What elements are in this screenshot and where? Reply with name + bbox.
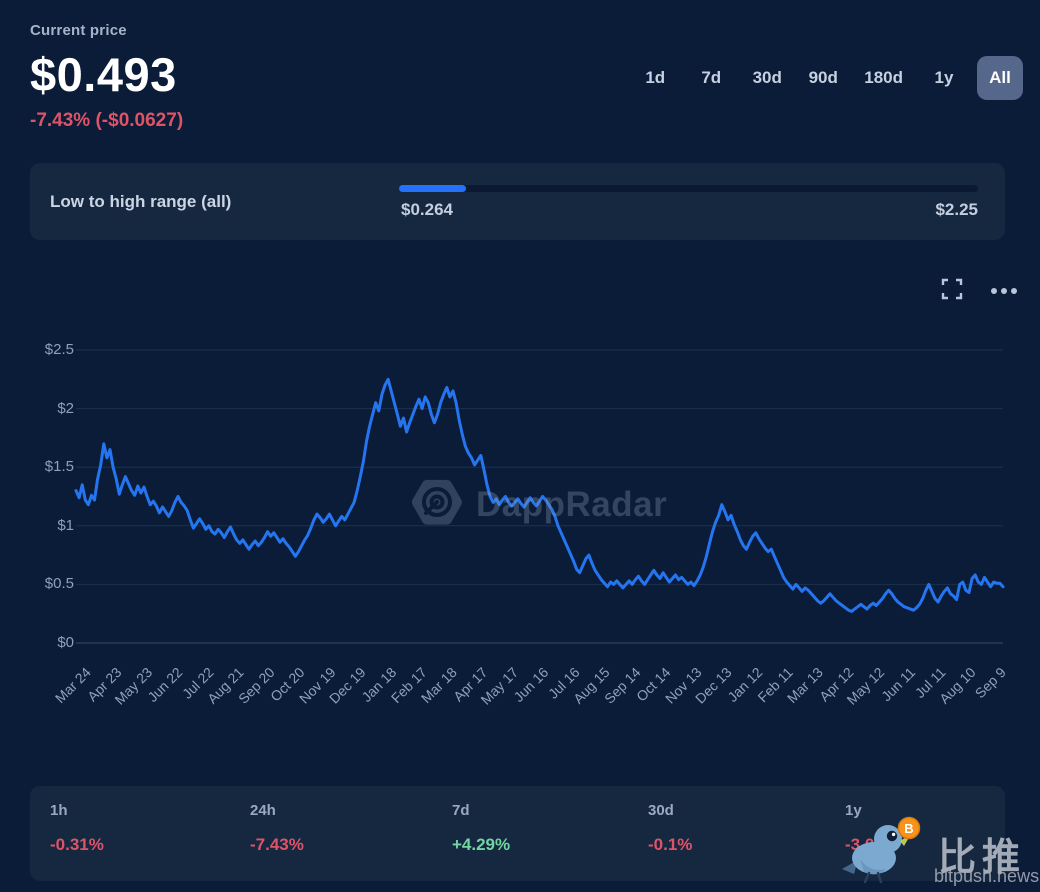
x-axis-label-sep-14: Sep 14 bbox=[600, 664, 644, 707]
range-slider-fill bbox=[399, 185, 466, 192]
x-axis-label-feb-17: Feb 17 bbox=[387, 664, 430, 707]
current-price-value: $0.493 bbox=[30, 48, 177, 101]
x-axis-label-feb-11: Feb 11 bbox=[754, 664, 796, 706]
range-slider-track bbox=[399, 185, 978, 192]
stat-label-1y: 1y bbox=[845, 802, 862, 819]
stat-value-1h: -0.31% bbox=[50, 835, 104, 854]
fullscreen-button[interactable] bbox=[941, 278, 963, 303]
x-axis-label-may-12: May 12 bbox=[843, 664, 888, 708]
x-axis-label-sep-9: Sep 9 bbox=[972, 664, 1010, 702]
x-axis-label-nov-19: Nov 19 bbox=[295, 664, 339, 707]
y-axis-label-$0: $0 bbox=[57, 634, 74, 651]
range-panel-label: Low to high range (all) bbox=[50, 191, 232, 211]
x-axis-label-nov-13: Nov 13 bbox=[661, 664, 705, 707]
timeframe-button-1d[interactable]: 1d bbox=[632, 56, 678, 100]
y-axis-label-$2.5: $2.5 bbox=[44, 341, 74, 358]
x-axis-label-jun-22: Jun 22 bbox=[144, 664, 186, 706]
y-axis-label-$2: $2 bbox=[57, 399, 74, 417]
x-axis-label-mar-13: Mar 13 bbox=[784, 664, 827, 707]
y-axis-label-$0.5: $0.5 bbox=[44, 575, 74, 593]
stat-value-30d: -0.1% bbox=[648, 835, 693, 854]
x-axis-label-apr-17: Apr 17 bbox=[450, 664, 491, 705]
stat-label-7d: 7d bbox=[452, 802, 470, 819]
price-change-stats-panel: 1h -0.31% 24h -7.43% 7d +4.29% 30d -0.1% 1y -3.04… bbox=[30, 786, 1005, 881]
x-axis-label-aug-10: Aug 10 bbox=[936, 664, 979, 707]
current-price-label: Current price bbox=[30, 22, 127, 39]
x-axis-label-jun-16: Jun 16 bbox=[510, 664, 552, 706]
current-price-change: -7.43% (-$0.0627) bbox=[30, 110, 184, 131]
x-axis-label-mar-24: Mar 24 bbox=[52, 664, 95, 707]
x-axis-label-jul-16: Jul 16 bbox=[544, 664, 583, 702]
low-high-range-panel: Low to high range (all) $0.264 $2.25 bbox=[30, 163, 1005, 240]
chart-toolbar bbox=[941, 278, 1018, 303]
stat-7d: 7d +4.29% bbox=[452, 802, 510, 855]
timeframe-button-1y[interactable]: 1y bbox=[921, 56, 967, 100]
stat-value-1y: -3.04% bbox=[845, 835, 899, 854]
x-axis-label-jun-11: Jun 11 bbox=[877, 664, 918, 705]
x-axis-label-apr-23: Apr 23 bbox=[84, 664, 125, 705]
timeframe-button-180d[interactable]: 180d bbox=[856, 56, 911, 100]
x-axis-label-jan-18: Jan 18 bbox=[358, 664, 400, 706]
x-axis-label-aug-15: Aug 15 bbox=[570, 664, 613, 707]
stat-value-7d: +4.29% bbox=[452, 835, 511, 854]
more-options-button[interactable] bbox=[990, 283, 1018, 298]
y-axis-label-$1.5: $1.5 bbox=[44, 458, 74, 476]
y-axis-label-$1: $1 bbox=[57, 516, 74, 534]
range-low-value: $0.264 bbox=[401, 200, 453, 219]
x-axis-label-jan-12: Jan 12 bbox=[724, 664, 766, 706]
x-axis-label-sep-20: Sep 20 bbox=[234, 664, 278, 707]
stat-30d: 30d -0.1% bbox=[648, 802, 692, 855]
stat-24h: 24h -7.43% bbox=[250, 802, 304, 855]
x-axis-label-may-23: May 23 bbox=[111, 664, 156, 708]
x-axis-label-aug-21: Aug 21 bbox=[204, 664, 247, 707]
x-axis-label-jul-22: Jul 22 bbox=[178, 664, 217, 702]
x-axis-label-oct-14: Oct 14 bbox=[633, 664, 674, 705]
stat-label-30d: 30d bbox=[648, 802, 674, 819]
x-axis-label-mar-18: Mar 18 bbox=[418, 664, 461, 707]
timeframe-button-90d[interactable]: 90d bbox=[800, 56, 846, 100]
timeframe-button-30d[interactable]: 30d bbox=[744, 56, 790, 100]
x-axis-label-oct-20: Oct 20 bbox=[267, 664, 308, 705]
ellipsis-icon bbox=[990, 283, 1018, 298]
stat-label-24h: 24h bbox=[250, 802, 276, 819]
stat-1y: 1y -3.04% bbox=[845, 802, 899, 855]
timeframe-selector: 1d 7d 30d 90d 180d 1y All bbox=[622, 56, 1023, 100]
stat-label-1h: 1h bbox=[50, 802, 68, 819]
stat-1h: 1h -0.31% bbox=[50, 802, 104, 855]
x-axis-label-may-17: May 17 bbox=[477, 664, 522, 708]
timeframe-button-7d[interactable]: 7d bbox=[688, 56, 734, 100]
range-high-value: $2.25 bbox=[935, 200, 978, 219]
stat-value-24h: -7.43% bbox=[250, 835, 304, 854]
x-axis-label-apr-12: Apr 12 bbox=[816, 664, 857, 705]
price-header: Current price $0.493 -7.43% (-$0.0627) bbox=[30, 22, 183, 132]
timeframe-button-all[interactable]: All bbox=[977, 56, 1023, 100]
fullscreen-icon bbox=[941, 278, 963, 303]
x-axis-label-jul-11: Jul 11 bbox=[911, 664, 949, 702]
chart-plot-area[interactable] bbox=[76, 350, 1003, 643]
x-axis-label-dec-13: Dec 13 bbox=[692, 664, 735, 707]
x-axis-label-dec-19: Dec 19 bbox=[326, 664, 369, 707]
